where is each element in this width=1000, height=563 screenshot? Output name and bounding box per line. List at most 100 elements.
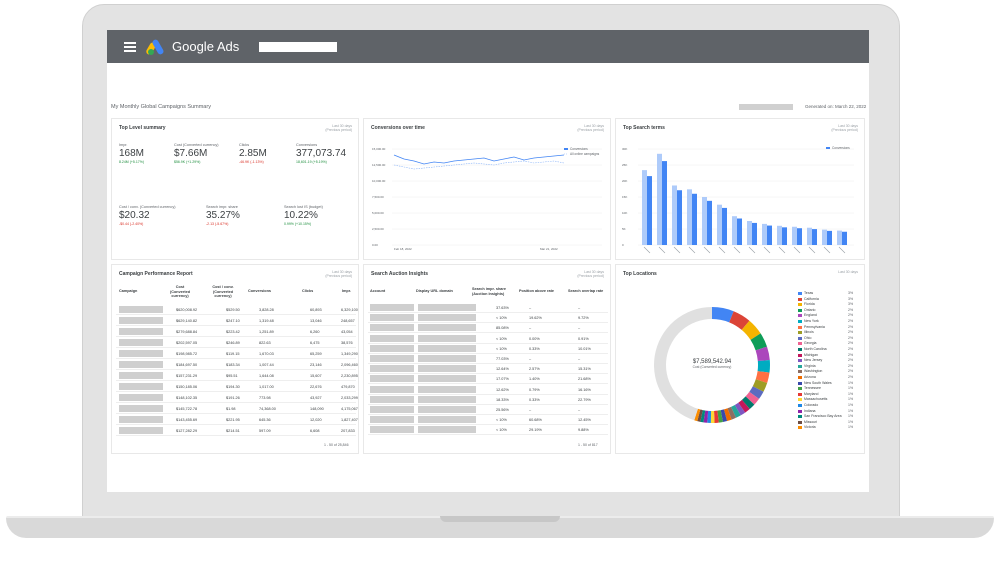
col-cost-conv[interactable]: Cost / conv. (Converted currency) [212, 285, 234, 298]
donut-slice [755, 346, 770, 362]
date-range[interactable]: Last 30 days (Previous period) [831, 124, 858, 132]
legend-item[interactable]: Massachusetts 1% [798, 397, 858, 402]
bar-previous [777, 225, 782, 245]
legend-item[interactable]: California 3% [798, 297, 858, 302]
legend-item[interactable]: Illinois 2% [798, 330, 858, 335]
campaign-performance-card: Campaign Performance Report Last 30 days… [111, 264, 359, 454]
table-row[interactable]: < 10% 0.00% 0.91% [368, 334, 608, 344]
conversions-line-chart[interactable]: 15,000.00 12,500.00 10,000.00 7,500.00 5,000… [364, 119, 612, 261]
table-row[interactable]: $145,722.78 $1.98 74,368.00 148,090 4,175,06… [116, 404, 358, 414]
legend-item[interactable]: England 2% [798, 313, 858, 318]
legend-item[interactable]: Texas 3% [798, 291, 858, 296]
col-position-above[interactable]: Position above rate [519, 289, 555, 293]
legend-swatch [798, 387, 802, 391]
table-row[interactable]: 77.03% – – [368, 354, 608, 364]
legend-item[interactable]: Ontario 2% [798, 308, 858, 313]
account-redacted [370, 426, 414, 434]
legend-item[interactable]: Colorado 1% [798, 403, 858, 408]
legend-item[interactable]: Indiana 1% [798, 409, 858, 414]
table-row[interactable]: 37.63% – – [368, 303, 608, 313]
col-overlap[interactable]: Search overlap rate [568, 289, 604, 293]
table-row[interactable]: $150,185.06 $194.30 1,017.00 22,676 479,870 [116, 382, 356, 392]
pagination[interactable]: 1 - 50 of 25,846 [324, 443, 349, 447]
locations-donut-chart[interactable]: $7,589,542.94 Cost (Converted currency) [616, 265, 866, 455]
table-cell: $150,185.06 [176, 385, 198, 389]
legend-item[interactable]: Washington 2% [798, 369, 858, 374]
legend-name: Indiana [804, 408, 816, 413]
bar-conversions [647, 176, 652, 245]
legend-item[interactable]: New York 2% [798, 319, 858, 324]
pagination[interactable]: 1 - 50 of 817 [578, 443, 598, 447]
table-cell: 248,657 [341, 319, 355, 323]
date-range[interactable]: Last 30 days (Previous period) [577, 124, 604, 132]
legend-item[interactable]: New South Wales 1% [798, 381, 858, 386]
table-row[interactable]: 17.07% 1.40% 21.68% [368, 374, 608, 385]
date-range[interactable]: Last 30 days (Previous period) [577, 270, 604, 278]
table-row[interactable]: $148,102.35 $191.26 773.98 43,927 2,033,299 [116, 393, 358, 403]
table-row[interactable]: $202,597.05 $246.89 822.63 6,475 38,576 [116, 338, 356, 348]
account-selector[interactable] [259, 41, 338, 52]
bar-conversions [827, 230, 832, 245]
legend-item[interactable]: Virginia 2% [798, 364, 858, 369]
table-row[interactable]: 25.56% – – [368, 405, 608, 415]
legend-item[interactable]: North Carolina 2% [798, 347, 858, 352]
table-row[interactable]: $184,697.50 $183.34 1,007.44 23,146 2,096,46… [116, 360, 358, 370]
col-clicks[interactable]: Clicks [302, 289, 314, 293]
legend-item[interactable]: Michigan 2% [798, 353, 858, 358]
legend-name: New Jersey [804, 358, 823, 363]
google-ads-logo [145, 38, 166, 56]
table-row[interactable]: < 10% 19.62% 9.72% [368, 313, 608, 324]
x-label-redacted [718, 246, 726, 254]
table-row[interactable]: < 10% 0.33% 10.01% [368, 344, 608, 354]
search-terms-bar-chart[interactable]: 30K 25K 20K 15K 10K 5K 0 Conversions [616, 119, 866, 261]
col-impr[interactable]: Impr. [342, 289, 352, 293]
legend-name: California [804, 296, 819, 301]
table-row[interactable]: $279,688.84 $223.42 1,251.89 6,260 43,054 [116, 327, 356, 337]
bar-conversions [692, 193, 697, 245]
table-row[interactable]: 12.64% 2.57% 15.31% [368, 364, 608, 375]
table-cell: – [578, 326, 581, 331]
legend-item[interactable]: Victoria 1% [798, 425, 858, 430]
date-range[interactable]: Last 30 days [838, 270, 858, 274]
legend-swatch [798, 325, 802, 329]
table-row[interactable]: 85.08% – – [368, 323, 608, 334]
legend-item[interactable]: Florida 3% [798, 302, 858, 307]
table-row[interactable]: 18.33% 0.33% 22.79% [368, 395, 608, 405]
legend-item[interactable]: Arizona 2% [798, 375, 858, 380]
y-tick: 5K [622, 227, 626, 231]
bar-conversions [752, 222, 757, 245]
account-redacted [370, 314, 414, 322]
legend-item[interactable]: San Francisco Bay Area 1% [798, 414, 858, 419]
legend-pct: 2% [848, 324, 854, 329]
top-locations-card: Top Locations Last 30 days $7,589,542.94… [615, 264, 865, 454]
y-tick: 0 [622, 243, 624, 247]
hamburger-menu-icon[interactable] [124, 41, 136, 52]
table-row[interactable]: $198,985.72 $119.15 1,670.03 65,259 1,349,29… [116, 349, 358, 359]
table-cell: 15,607 [310, 374, 322, 378]
date-range[interactable]: Last 30 days (Previous period) [325, 124, 352, 132]
table-row[interactable]: $629,140.82 $247.10 1,319.48 13,046 248,657 [116, 316, 356, 326]
legend-item[interactable]: Pennsylvania 2% [798, 325, 858, 330]
col-conversions[interactable]: Conversions [248, 289, 271, 293]
table-row[interactable]: $127,282.29 $214.51 597.09 6,608 207,833 [116, 426, 356, 436]
table-row[interactable]: $620,008.92 $529.50 3,828.28 60,893 6,329,10… [116, 305, 358, 315]
col-account[interactable]: Account [370, 289, 386, 293]
table-row[interactable]: 12.62% 0.79% 16.16% [368, 385, 608, 395]
col-impr-share[interactable]: Search impr. share (Auction Insights) [472, 287, 506, 296]
col-domain[interactable]: Display URL domain [416, 289, 453, 293]
legend-item[interactable]: Missouri 1% [798, 420, 858, 425]
legend-item[interactable]: Maryland 1% [798, 392, 858, 397]
col-cost[interactable]: Cost (Converted currency) [169, 285, 191, 298]
col-campaign[interactable]: Campaign [119, 289, 138, 293]
legend-item[interactable]: Ohio 2% [798, 336, 858, 341]
date-range[interactable]: Last 30 days (Previous period) [325, 270, 352, 278]
table-row[interactable]: < 10% 60.68% 12.45% [368, 415, 608, 426]
table-row[interactable]: $157,231.29 $95.51 1,644.08 15,607 2,230,895 [116, 371, 358, 381]
table-cell: 1,007.44 [259, 363, 274, 367]
donut-slice [727, 406, 737, 420]
legend-item[interactable]: Tennessee 1% [798, 386, 858, 391]
legend-item[interactable]: New Jersey 2% [798, 358, 858, 363]
legend-item[interactable]: Georgia 2% [798, 341, 858, 346]
table-row[interactable]: $143,455.69 $221.95 645.36 12,020 1,827,407 [116, 415, 358, 425]
table-row[interactable]: < 10% 29.19% 9.88% [368, 425, 608, 436]
